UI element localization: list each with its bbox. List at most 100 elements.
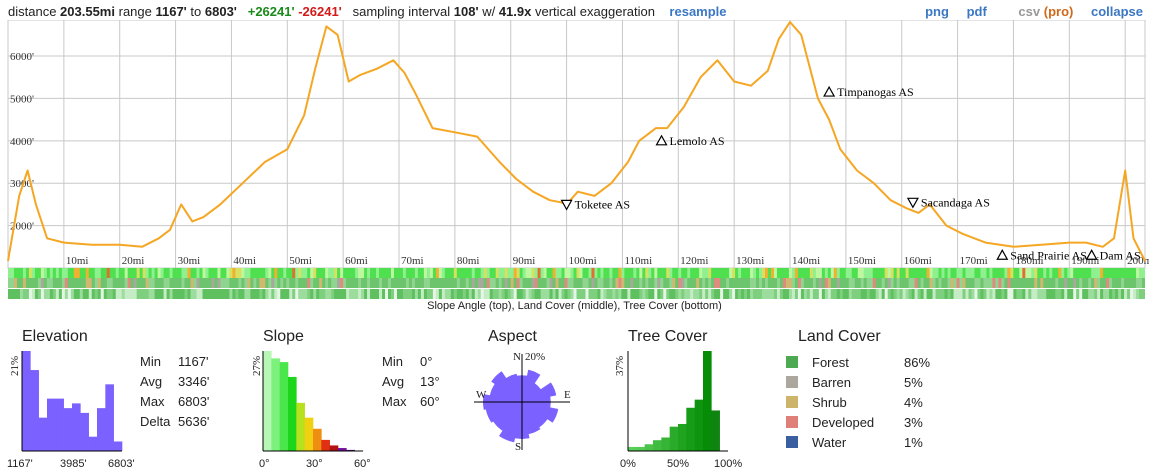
- strip-cell: [277, 268, 281, 278]
- strip-cell: [456, 289, 461, 299]
- pro-badge[interactable]: (pro): [1043, 4, 1074, 19]
- strip-cell: [175, 278, 180, 288]
- strip-cell: [600, 278, 605, 288]
- strip-cell: [959, 278, 964, 288]
- png-link[interactable]: png: [925, 4, 949, 19]
- strip-cell: [675, 289, 679, 299]
- x-tick-label: 120mi: [680, 255, 708, 267]
- strip-cell: [1013, 289, 1017, 299]
- strip-cell: [705, 289, 709, 299]
- strip-cell: [438, 268, 443, 278]
- strip-cell: [630, 289, 634, 299]
- strip-cell: [25, 278, 30, 288]
- strip-cell: [382, 278, 386, 288]
- strip-cell: [1124, 268, 1128, 278]
- strip-cell: [926, 289, 931, 299]
- strip-cell: [73, 278, 78, 288]
- strip-cell: [851, 289, 856, 299]
- strip-cell: [465, 268, 470, 278]
- aspect-wedge: [498, 401, 523, 443]
- strip-cell: [872, 289, 877, 299]
- strip-cell: [301, 278, 305, 288]
- strip-cell: [211, 268, 216, 278]
- strip-cell: [202, 289, 207, 299]
- strip-cell: [232, 278, 236, 288]
- strip-cell: [310, 289, 314, 299]
- strip-cell: [875, 289, 880, 299]
- strip-cell: [857, 268, 862, 278]
- strip-cell: [986, 289, 991, 299]
- strip-cell: [223, 289, 228, 299]
- csv-link[interactable]: csv: [1018, 4, 1041, 19]
- stat-key: Delta: [140, 414, 171, 429]
- aid-station-marker-icon: [1085, 249, 1098, 260]
- pdf-link[interactable]: pdf: [966, 4, 987, 19]
- strip-cell: [884, 289, 889, 299]
- strip-cell: [130, 268, 135, 278]
- strip-cell: [61, 278, 66, 288]
- strip-cell: [145, 268, 150, 278]
- barren-swatch: [786, 376, 798, 388]
- strip-cell: [402, 289, 407, 299]
- strip-cell: [549, 268, 554, 278]
- strip-cell: [130, 289, 135, 299]
- strip-cell: [148, 289, 153, 299]
- stat-key: Avg: [140, 374, 163, 389]
- strip-cell: [875, 268, 880, 278]
- strip-cell: [705, 278, 709, 288]
- strip-cell: [579, 289, 584, 299]
- strip-cell: [1121, 278, 1125, 288]
- strip-cell: [827, 289, 832, 299]
- strip-cell: [190, 268, 195, 278]
- strip-cell: [232, 268, 236, 278]
- strip-cell: [791, 289, 796, 299]
- strip-cell: [124, 289, 129, 299]
- strip-cell: [414, 268, 419, 278]
- collapse-link[interactable]: collapse: [1090, 4, 1143, 19]
- sampling-value: 108': [453, 4, 479, 19]
- strip-cell: [28, 289, 33, 299]
- histogram-bar: [80, 412, 89, 451]
- strip-cell: [806, 289, 811, 299]
- strip-cell: [1139, 278, 1143, 288]
- strip-cell: [585, 268, 590, 278]
- csv-pro-link[interactable]: csv (pro): [1004, 4, 1073, 19]
- strip-cell: [759, 268, 763, 278]
- histogram-bar: [113, 441, 123, 451]
- strip-cell: [181, 278, 186, 288]
- strip-cell: [283, 278, 287, 288]
- strip-cell: [744, 289, 748, 299]
- histogram-bar: [88, 436, 98, 451]
- strip-cell: [585, 289, 590, 299]
- stat-value: 5636': [178, 414, 210, 429]
- strip-cell: [537, 278, 542, 288]
- strip-cell: [28, 278, 33, 288]
- strip-cell: [67, 268, 72, 278]
- strip-cell: [501, 278, 506, 288]
- strip-cell: [1103, 268, 1107, 278]
- resample-link[interactable]: resample: [669, 4, 727, 19]
- strip-cell: [426, 278, 431, 288]
- strip-cell: [109, 289, 114, 299]
- elevation-profile-chart[interactable]: 2000' 3000' 4000' 5000' 6000' 10mi 20mi 30mi 40m…: [0, 20, 1149, 270]
- strip-cell: [612, 278, 616, 288]
- strip-cell: [1112, 278, 1116, 288]
- strip-cell: [325, 289, 329, 299]
- strip-cell: [1103, 289, 1107, 299]
- strip-cell: [1094, 268, 1098, 278]
- strip-cell: [202, 268, 207, 278]
- strip-cell: [1025, 289, 1029, 299]
- aspect-direction-label: N: [513, 351, 521, 363]
- strip-cell: [953, 289, 958, 299]
- strip-cell: [965, 278, 970, 288]
- strip-cell: [364, 268, 368, 278]
- strip-cell: [199, 289, 204, 299]
- strip-cell: [878, 268, 883, 278]
- strip-cell: [489, 268, 494, 278]
- strip-cell: [1115, 278, 1119, 288]
- x-tick-label: 100mi: [569, 255, 597, 267]
- histogram-bar: [263, 351, 272, 451]
- strip-cell: [585, 278, 590, 288]
- strip-cell: [1055, 289, 1059, 299]
- strip-cell: [373, 278, 377, 288]
